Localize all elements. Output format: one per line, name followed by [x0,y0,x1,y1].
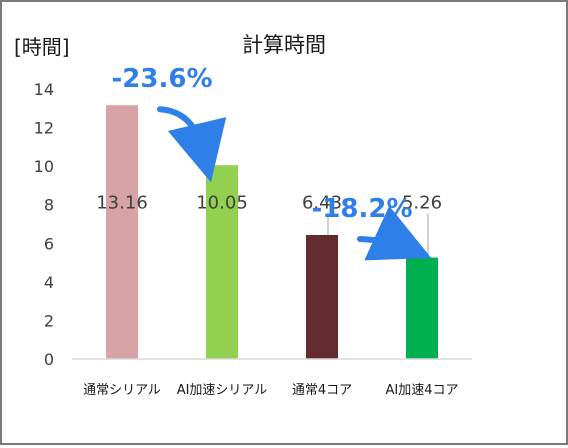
change-arrow [357,205,432,261]
y-tick-label: 10 [34,157,54,176]
y-tick-label: 0 [44,350,54,369]
y-tick-label: 2 [44,311,54,330]
change-percent-label: -18.2% [312,194,413,224]
y-axis-ticks: 0 2 4 6 8 10 12 14 [34,80,54,369]
data-label: 10.05 [196,193,248,214]
change-annotations: -23.6% -18.2% [112,64,432,261]
bar [406,257,438,359]
y-tick-label: 6 [44,234,54,253]
category-label: AI加速4コア [386,383,459,398]
data-label: 13.16 [96,193,148,214]
category-label: AI加速シリアル [177,383,268,398]
category-labels: 通常シリアル AI加速シリアル 通常4コア AI加速4コア [83,383,458,398]
bar [106,105,138,359]
y-tick-label: 14 [34,80,54,99]
data-label: 6.43 [302,193,342,214]
y-tick-label: 4 [44,273,54,292]
y-tick-label: 8 [44,196,54,215]
change-arrow [157,106,227,183]
y-axis-unit-label: [時間] [14,35,70,59]
bar [206,165,238,359]
bar [306,234,338,359]
bars [106,105,438,359]
category-label: 通常4コア [292,383,352,398]
y-tick-label: 12 [34,119,54,138]
category-label: 通常シリアル [83,383,161,398]
change-percent-label: -23.6% [112,64,213,94]
chart-title: 計算時間 [242,33,326,57]
